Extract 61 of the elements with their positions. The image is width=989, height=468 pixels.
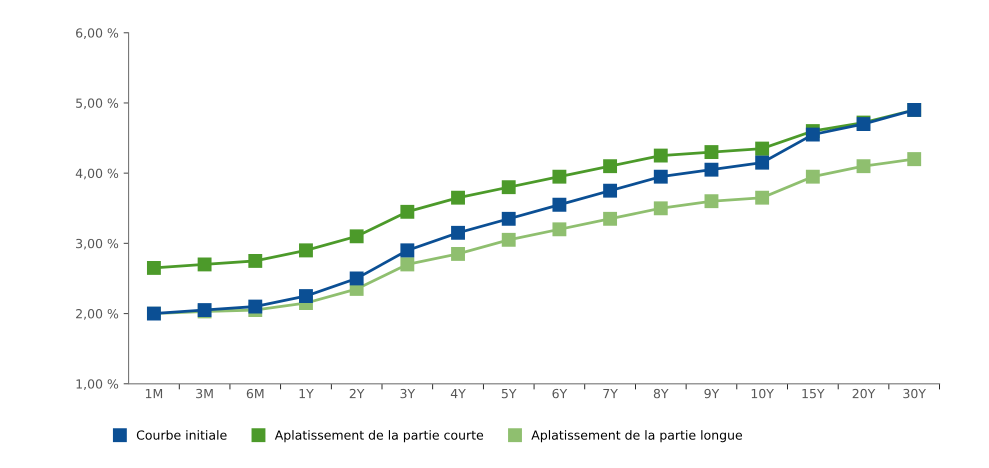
y-tick-label: 6,00 % [76,28,118,39]
legend-label: Aplatissement de la partie longue [531,430,742,442]
point [502,212,516,226]
point [856,159,870,174]
point [451,190,465,205]
point [654,148,668,163]
point [299,243,313,258]
point [451,246,465,261]
x-tick-label: 1M [146,389,162,398]
x-tick-label: 30Y [903,388,926,398]
point [400,243,414,258]
point [552,222,566,236]
x-tick-label: 6Y [552,388,568,398]
y-tick-label: 3,00 % [76,238,118,250]
point [806,170,820,184]
point [755,142,770,156]
point [400,204,414,219]
y-tick-label: 4,00 % [76,168,118,180]
y-tick-label: 5,00 % [76,98,118,110]
x-tick-label: 9Y [704,388,720,398]
point [198,257,212,272]
point [502,180,516,194]
x-tick-label: 3Y [400,388,416,398]
point [299,289,313,303]
x-tick-label: 7Y [603,389,618,398]
point [552,170,566,184]
point [806,128,820,142]
point [248,300,262,314]
point [603,184,618,198]
x-tick-label: 2Y [350,388,364,398]
point [603,212,618,226]
x-tick-label: 4Y [450,389,466,398]
x-tick-label: 1Y [300,389,314,398]
x-tick-label: 15Y [802,389,825,398]
x-tick-label: 20Y [852,388,876,398]
point [248,254,262,268]
point [654,201,668,216]
point [755,190,770,205]
point [451,226,465,240]
y-tick-label: 2,00 % [76,309,118,320]
legend-label: Aplatissement de la partie courte [274,430,484,442]
point [146,260,161,275]
point [502,232,516,247]
x-tick-label: 10Y [752,388,774,398]
x-tick-label: 8Y [654,388,669,398]
point [603,159,618,174]
point [755,156,770,170]
y-tick-label: 1,00 % [76,379,118,390]
point [704,194,718,208]
point [350,272,364,286]
point [400,257,414,272]
x-tick-label: 3M [196,388,213,398]
x-tick-label: 6M [246,388,264,398]
point [704,145,718,160]
legend-label: Courbe initiale [136,430,227,440]
point [654,170,668,184]
x-tick-label: 5Y [502,389,517,398]
point [350,229,364,244]
point [552,198,566,212]
point [704,162,718,177]
point [907,152,922,166]
